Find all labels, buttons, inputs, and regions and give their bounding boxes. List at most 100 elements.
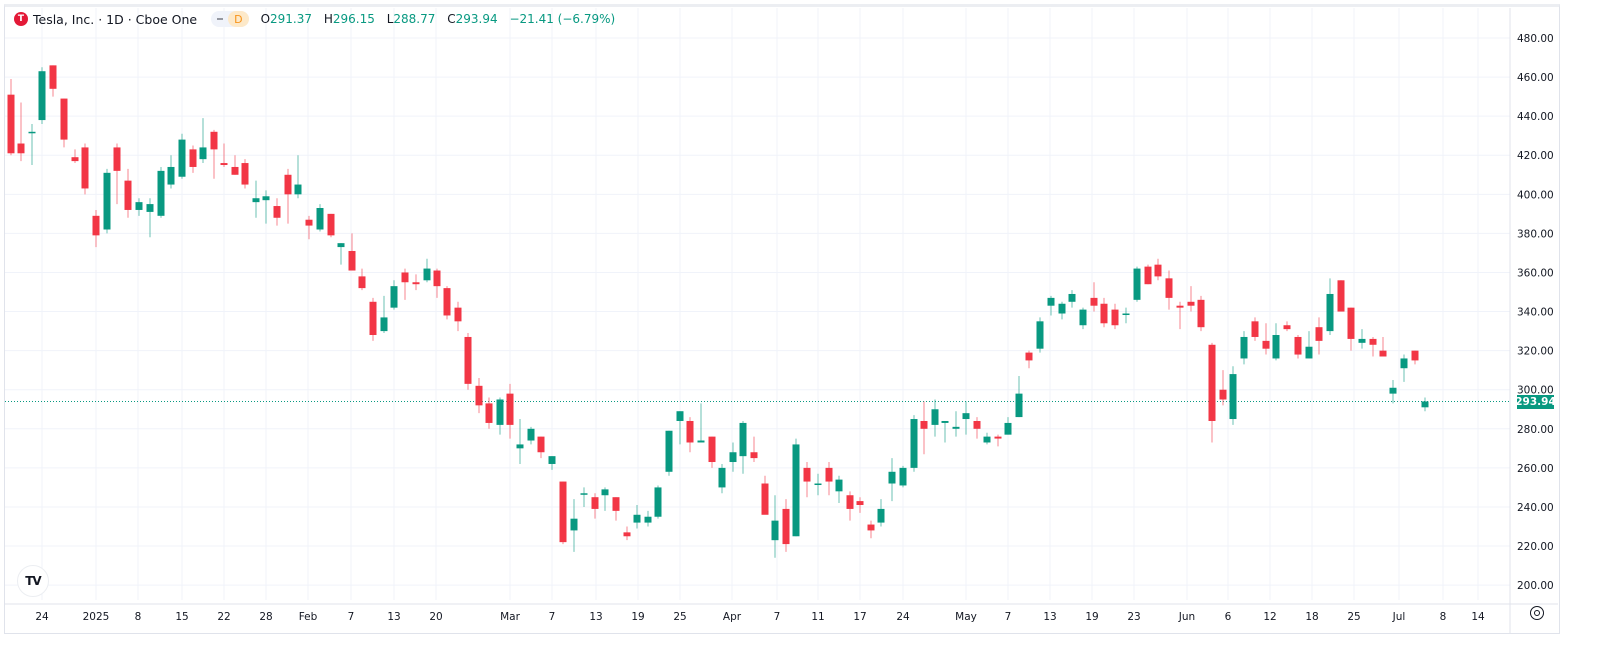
- candle[interactable]: [1111, 303, 1119, 330]
- candle[interactable]: [1389, 379, 1397, 404]
- candle[interactable]: [60, 98, 68, 148]
- candle[interactable]: [1369, 336, 1377, 357]
- candle[interactable]: [327, 213, 335, 238]
- candle[interactable]: [454, 301, 462, 332]
- settings-gear-icon[interactable]: [1530, 606, 1544, 620]
- candle[interactable]: [1176, 301, 1184, 330]
- candle[interactable]: [910, 415, 918, 472]
- candle[interactable]: [1283, 321, 1291, 332]
- candle[interactable]: [1400, 354, 1408, 382]
- candle[interactable]: [559, 481, 567, 545]
- candle[interactable]: [1219, 370, 1227, 406]
- candle[interactable]: [1294, 335, 1302, 359]
- candle[interactable]: [952, 411, 960, 437]
- candle[interactable]: [401, 268, 409, 300]
- tradingview-logo-icon[interactable]: TV: [17, 565, 49, 597]
- candle[interactable]: [252, 180, 260, 218]
- candle[interactable]: [1058, 301, 1066, 320]
- candle[interactable]: [899, 465, 907, 488]
- candle[interactable]: [983, 432, 991, 445]
- candle[interactable]: [1025, 350, 1033, 369]
- candle[interactable]: [337, 243, 345, 265]
- candle[interactable]: [591, 493, 599, 519]
- candle[interactable]: [1047, 295, 1055, 316]
- candle[interactable]: [316, 204, 324, 232]
- candle[interactable]: [1347, 307, 1355, 351]
- candle[interactable]: [496, 397, 504, 435]
- candle[interactable]: [124, 168, 132, 218]
- candle[interactable]: [1358, 329, 1366, 349]
- candle[interactable]: [92, 209, 100, 248]
- candle[interactable]: [1326, 278, 1334, 336]
- candle[interactable]: [369, 297, 377, 341]
- candle[interactable]: [38, 67, 46, 124]
- interval-badge[interactable]: D: [211, 11, 249, 27]
- candle[interactable]: [803, 462, 811, 498]
- candle[interactable]: [113, 143, 121, 205]
- candle[interactable]: [7, 79, 15, 156]
- candle[interactable]: [941, 420, 949, 443]
- candle[interactable]: [157, 166, 165, 218]
- candle[interactable]: [814, 473, 822, 496]
- candle[interactable]: [771, 495, 779, 558]
- candle[interactable]: [1272, 323, 1280, 361]
- candle[interactable]: [1187, 286, 1195, 312]
- candle[interactable]: [146, 198, 154, 238]
- candle[interactable]: [464, 333, 472, 390]
- candle[interactable]: [135, 198, 143, 216]
- candle[interactable]: [506, 383, 514, 439]
- candle[interactable]: [1337, 280, 1345, 312]
- candle[interactable]: [1262, 323, 1270, 355]
- candle[interactable]: [1315, 317, 1323, 355]
- candle[interactable]: [877, 499, 885, 527]
- candle[interactable]: [81, 143, 89, 195]
- candle[interactable]: [570, 499, 578, 552]
- candle[interactable]: [241, 159, 249, 189]
- candle[interactable]: [1421, 397, 1429, 412]
- candle[interactable]: [443, 286, 451, 320]
- candle[interactable]: [537, 436, 545, 459]
- candle[interactable]: [729, 442, 737, 472]
- candle[interactable]: [1411, 350, 1419, 365]
- symbol-title[interactable]: Tesla, Inc. · 1D · Cboe One: [33, 11, 198, 27]
- candle[interactable]: [49, 65, 57, 97]
- candle[interactable]: [273, 198, 281, 226]
- candle[interactable]: [262, 190, 270, 224]
- candle[interactable]: [846, 491, 854, 521]
- candle[interactable]: [633, 505, 641, 529]
- candle[interactable]: [1197, 295, 1205, 332]
- candle[interactable]: [1144, 264, 1152, 285]
- candle[interactable]: [527, 426, 535, 445]
- candle[interactable]: [825, 462, 833, 496]
- candle[interactable]: [686, 417, 694, 453]
- candle[interactable]: [739, 420, 747, 474]
- candle[interactable]: [1100, 297, 1108, 328]
- candle[interactable]: [1079, 307, 1087, 330]
- candle[interactable]: [1251, 317, 1259, 341]
- candle[interactable]: [548, 456, 556, 470]
- candle[interactable]: [623, 526, 631, 541]
- candle[interactable]: [485, 397, 493, 429]
- candle[interactable]: [71, 149, 79, 164]
- candle[interactable]: [189, 145, 197, 173]
- candle[interactable]: [888, 458, 896, 502]
- candle[interactable]: [601, 487, 609, 511]
- candle[interactable]: [390, 280, 398, 310]
- candle[interactable]: [1208, 342, 1216, 443]
- candle[interactable]: [103, 168, 111, 234]
- candle[interactable]: [708, 436, 716, 468]
- candle[interactable]: [973, 417, 981, 439]
- candle[interactable]: [676, 411, 684, 445]
- candle[interactable]: [644, 510, 652, 527]
- candle[interactable]: [433, 268, 441, 298]
- candle[interactable]: [1240, 331, 1248, 365]
- candle[interactable]: [1122, 307, 1130, 324]
- candle[interactable]: [516, 419, 524, 464]
- candle[interactable]: [580, 487, 588, 507]
- candle[interactable]: [718, 463, 726, 494]
- candle[interactable]: [380, 295, 388, 334]
- candle[interactable]: [835, 475, 843, 504]
- candle[interactable]: [782, 499, 790, 552]
- candle[interactable]: [305, 215, 313, 240]
- candle[interactable]: [654, 485, 662, 519]
